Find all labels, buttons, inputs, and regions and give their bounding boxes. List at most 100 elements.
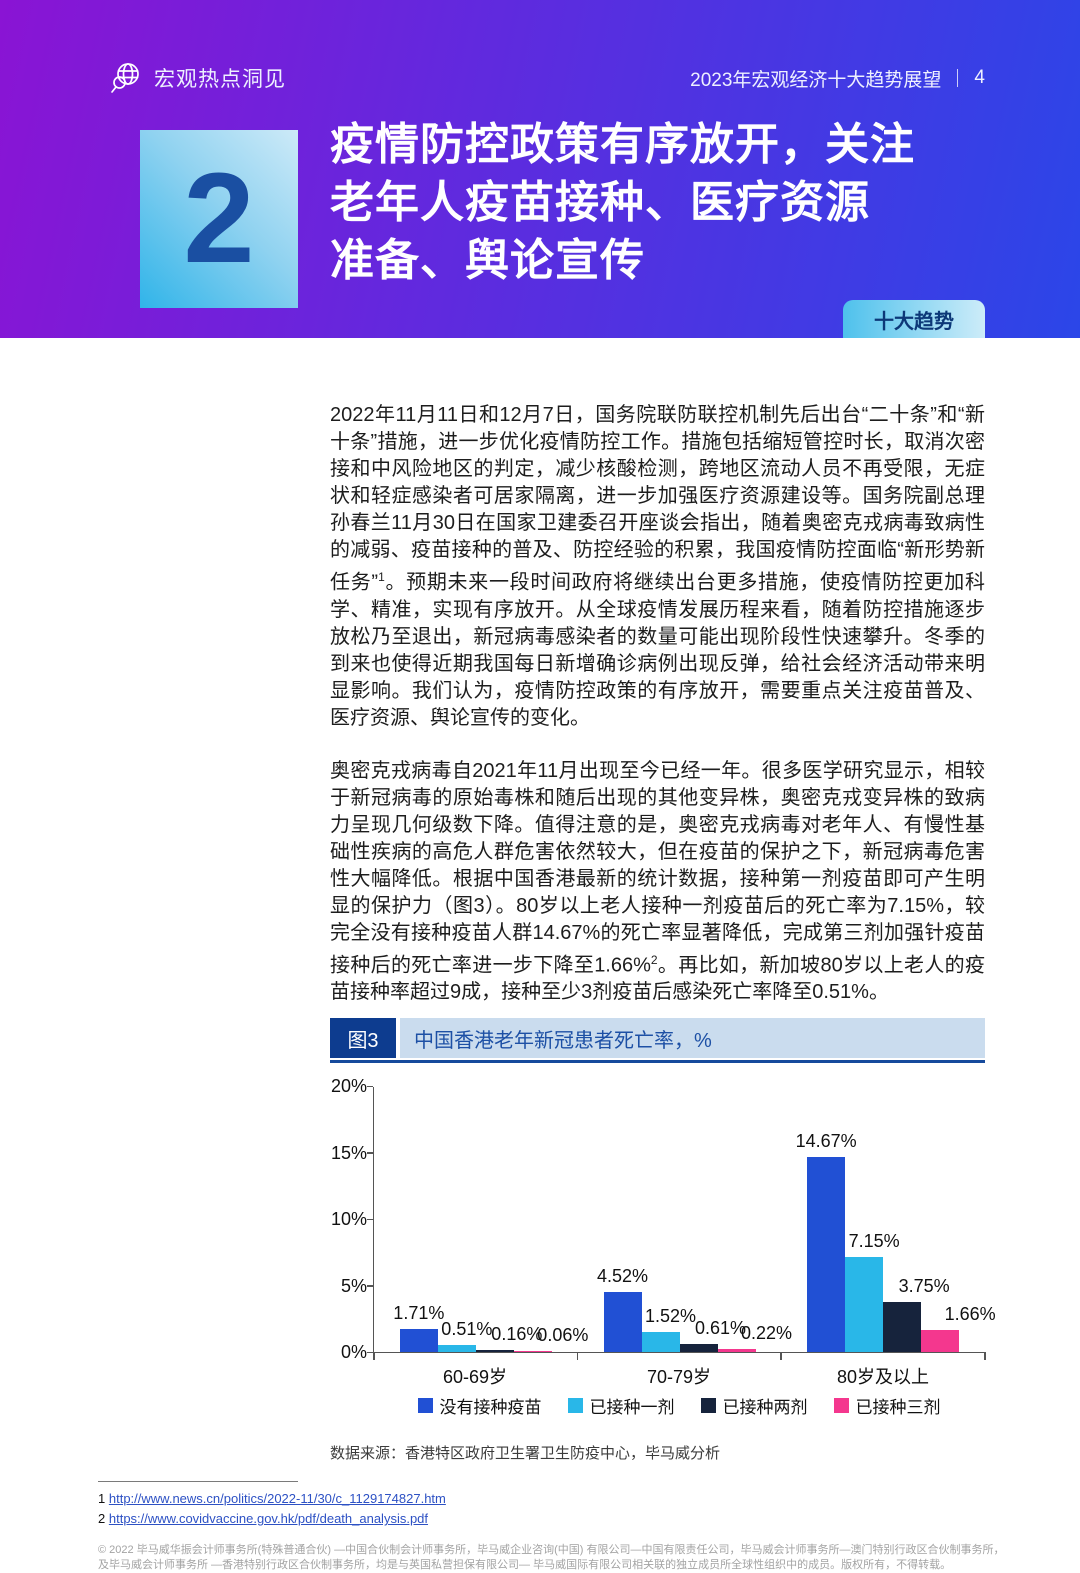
figure-source: 数据来源：香港特区政府卫生署卫生防疫中心，毕马威分析 (330, 1445, 721, 1463)
footnote-number: 1 (98, 1491, 106, 1507)
figure-tag: 图3 (330, 1018, 396, 1059)
copyright-line: 及毕马威会计师事务所 —香港特别行政区合伙制事务所，均是与英国私营担保有限公司—… (98, 1559, 952, 1572)
doc-reference: 2023年宏观经济十大趋势展望 4 (690, 65, 985, 92)
bar: 0.16% (475, 1324, 542, 1353)
footnote-number: 2 (98, 1511, 106, 1527)
paragraph-1: 2022年11月11日和12月7日，国务院联防联控机制先后出台“二十条”和“新十… (330, 402, 985, 732)
chart: 1.71% 0.51% 0.16% 0.06% 4.52% 1.52% 0.61% 0.22%… (331, 1076, 996, 1362)
chart-plot: 1.71% 0.51% 0.16% 0.06% 4.52% 1.52% 0.61% 0.22%… (373, 1087, 996, 1361)
x-axis-category-label: 80岁及以上 (836, 1367, 930, 1388)
paragraph-2-text: 。再比如，新加坡80岁以上老人的疫苗接种率超过9成，接种至少3剂疫苗后感染死亡率… (330, 954, 985, 1004)
bar: 0.51% (437, 1319, 492, 1353)
y-axis-tick (367, 1285, 373, 1287)
bar-group: 4.52% 1.52% 0.61% 0.22% (578, 1087, 792, 1353)
bar-value-label: 1.66% (944, 1304, 996, 1325)
legend-item: 已接种一剂 (567, 1393, 675, 1418)
page-header: 宏观热点洞见 2023年宏观经济十大趋势展望 4 (108, 60, 985, 96)
bar-value-label: 0.51% (441, 1319, 493, 1340)
bar-value-label: 0.06% (537, 1325, 589, 1346)
bar-group: 1.71% 0.51% 0.16% 0.06% (374, 1087, 588, 1353)
page-title-line: 老年人疫苗接种、医疗资源 (330, 178, 870, 227)
trends-badge: 十大趋势 (843, 300, 985, 338)
chart-legend: 没有接种疫苗 已接种一剂 已接种两剂 已接种三剂 (373, 1393, 985, 1418)
bar: 3.75% (883, 1276, 950, 1353)
copyright-line: © 2022 毕马威华振会计师事务所(特殊普通合伙) —中国合伙制会计师事务所，… (98, 1544, 1005, 1557)
x-axis-tick (576, 1352, 579, 1361)
legend-label: 已接种三剂 (855, 1398, 941, 1418)
footnote-ref-2: 2 (650, 952, 658, 967)
bar-value-label: 7.15% (848, 1231, 900, 1252)
bar-value-label: 1.71% (393, 1303, 445, 1324)
y-axis-label: 5% (340, 1275, 367, 1296)
legend-label: 已接种两剂 (722, 1398, 808, 1418)
header-divider (957, 69, 959, 87)
bar: 1.52% (641, 1306, 696, 1353)
page-title-line: 准备、舆论宣传 (330, 236, 645, 285)
legend-swatch (833, 1398, 849, 1414)
x-axis-tick (780, 1352, 782, 1361)
paragraph-1-text: 2022年11月11日和12月7日，国务院联防联控机制先后出台“二十条”和“新十… (330, 404, 985, 594)
bar: 0.06% (513, 1325, 588, 1353)
bar-value-label: 14.67% (795, 1131, 857, 1152)
bar: 4.52% (597, 1266, 648, 1353)
bar: 0.61% (679, 1318, 746, 1353)
bar-value-label: 0.61% (694, 1318, 747, 1339)
trend-number: 2 (183, 147, 255, 290)
bar: 0.22% (717, 1323, 792, 1353)
bar-value-label: 3.75% (898, 1276, 950, 1297)
x-axis-category-label: 70-79岁 (646, 1367, 712, 1388)
footnote-1: 1 http://www.news.cn/politics/2022-11/30… (98, 1489, 1020, 1509)
content: 2022年11月11日和12月7日，国务院联防联控机制先后出台“二十条”和“新十… (0, 402, 1080, 1463)
footnote-separator (98, 1481, 298, 1483)
bar: 14.67% (796, 1131, 857, 1353)
logo-text: 宏观热点洞见 (154, 68, 286, 91)
page-number: 4 (974, 67, 985, 88)
y-axis-label: 15% (330, 1142, 367, 1163)
y-axis-label: 0% (340, 1342, 367, 1363)
trend-number-box: 2 (140, 130, 298, 308)
bar-value-label: 1.52% (644, 1306, 697, 1327)
bar-value-label: 0.22% (740, 1323, 793, 1344)
magnifier-globe-icon (111, 63, 139, 93)
paragraph-2-text: 奥密克戎病毒自2021年11月出现至今已经一年。很多医学研究显示，相较于新冠病毒… (330, 759, 985, 977)
figure-underline (330, 1060, 985, 1064)
footnote-link[interactable]: http://www.news.cn/politics/2022-11/30/c… (108, 1491, 446, 1507)
y-axis-tick (367, 1152, 373, 1154)
page-title: 疫情防控政策有序放开，关注 老年人疫苗接种、医疗资源 准备、舆论宣传 (330, 116, 1010, 290)
footnote-2: 2 https://www.covidvaccine.gov.hk/pdf/de… (98, 1509, 1020, 1529)
figure-title: 中国香港老年新冠患者死亡率，% (400, 1018, 985, 1059)
legend-item: 没有接种疫苗 (417, 1393, 542, 1418)
legend-item: 已接种两剂 (700, 1393, 808, 1418)
y-axis-label: 10% (330, 1209, 367, 1230)
paragraph-2: 奥密克戎病毒自2021年11月出现至今已经一年。很多医学研究显示，相较于新冠病毒… (330, 758, 985, 1007)
page-title-line: 疫情防控政策有序放开，关注 (330, 120, 915, 169)
figure-header: 图3 中国香港老年新冠患者死亡率，% (330, 1018, 985, 1059)
y-axis-tick (367, 1351, 373, 1354)
doc-title: 2023年宏观经济十大趋势展望 (690, 69, 942, 91)
legend-item: 已接种三剂 (833, 1393, 941, 1418)
footnote-link[interactable]: https://www.covidvaccine.gov.hk/pdf/deat… (108, 1511, 429, 1527)
y-axis-label: 20% (330, 1076, 367, 1097)
y-axis-tick (367, 1085, 373, 1088)
legend-swatch (417, 1398, 433, 1414)
paragraph-1-text: 。预期未来一段时间政府将继续出台更多措施，使疫情防控更加科学、精准，实现有序放开… (330, 571, 985, 729)
bar-value-label: 0.16% (491, 1324, 543, 1345)
legend-label: 没有接种疫苗 (439, 1398, 542, 1418)
bar-value-label: 4.52% (596, 1266, 649, 1287)
bar: 7.15% (845, 1231, 900, 1353)
legend-swatch (700, 1398, 716, 1414)
banner: 宏观热点洞见 2023年宏观经济十大趋势展望 4 2 疫情防控政策有序放开，关注… (0, 0, 1080, 338)
copyright: © 2022 毕马威华振会计师事务所(特殊普通合伙) —中国合伙制会计师事务所，… (98, 1543, 1020, 1573)
footnote-ref-1: 1 (378, 570, 385, 584)
x-axis-category-label: 60-69岁 (442, 1367, 508, 1388)
bar-group: 14.67% 7.15% 3.75% 1.66% (781, 1087, 996, 1353)
figure-3: 图3 中国香港老年新冠患者死亡率，% 1.71% 0.51% 0.16% 0.06% 4… (330, 1018, 996, 1463)
y-axis-tick (367, 1218, 373, 1221)
x-axis-tick (984, 1352, 986, 1361)
bar: 1.66% (921, 1304, 996, 1353)
legend-label: 已接种一剂 (589, 1398, 675, 1418)
bar: 1.71% (393, 1303, 444, 1353)
legend-swatch (567, 1398, 583, 1414)
x-axis-labels: 60-69岁 70-79岁 80岁及以上 (373, 1363, 985, 1389)
page-footer: 1 http://www.news.cn/politics/2022-11/30… (0, 1481, 1080, 1573)
